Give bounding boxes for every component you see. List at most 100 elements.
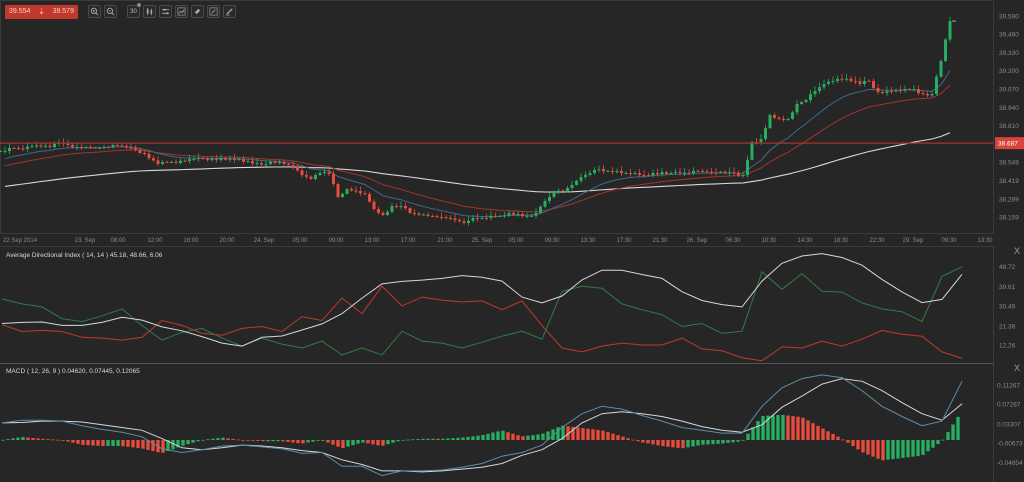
candle-up [791, 112, 794, 119]
candle-up [471, 217, 475, 221]
macd-histogram-bar [271, 440, 275, 442]
candle-down [629, 172, 632, 175]
macd-histogram-bar [61, 440, 65, 441]
candle-up [188, 159, 191, 162]
chart-type-button[interactable] [143, 5, 156, 18]
macd-histogram-bar [421, 438, 425, 440]
price-axis-label: 39.460 [999, 32, 1019, 39]
macd-histogram-bar [371, 440, 375, 445]
candle-up [831, 81, 835, 83]
candle-up [219, 158, 223, 161]
price-axis-label: 39.590 [999, 13, 1019, 20]
candle-up [813, 91, 817, 95]
candle-down [134, 148, 137, 150]
macd-histogram-bar [101, 440, 105, 447]
macd-histogram-bar [451, 438, 455, 440]
macd-histogram-bar [806, 420, 810, 440]
candle-down [417, 213, 421, 215]
candle-down [453, 218, 457, 221]
macd-histogram-bar [891, 440, 895, 460]
candle-up [651, 172, 655, 176]
macd-histogram-bar [251, 440, 255, 441]
candle-up [53, 143, 56, 148]
candle-down [120, 145, 124, 147]
macd-histogram-bar [146, 440, 150, 450]
candle-down [642, 174, 646, 176]
candle-up [795, 104, 799, 113]
candle-up [543, 201, 547, 207]
candle-up [948, 21, 952, 40]
macd-histogram-bar [81, 440, 85, 445]
macd-histogram-bar [711, 440, 715, 445]
line-chart-icon [177, 7, 186, 16]
candle-down [372, 201, 376, 210]
macd-histogram-bar [516, 435, 520, 440]
zoom-in-button[interactable] [88, 5, 101, 18]
macd-histogram-bar [281, 440, 285, 442]
macd-histogram-bar [406, 439, 410, 441]
macd-histogram-bar [931, 440, 935, 448]
macd-histogram-bar [486, 433, 490, 440]
current-price-label: 38.687 [998, 141, 1018, 148]
indicators-button[interactable] [159, 5, 172, 18]
candle-up [588, 172, 592, 175]
macd-histogram-bar [411, 439, 415, 441]
candle-up [102, 147, 106, 149]
macd-histogram-bar [916, 440, 920, 457]
macd-histogram-bar [166, 440, 170, 452]
candle-up [503, 215, 506, 217]
candle-down [242, 159, 245, 162]
macd-title: MACD ( 12, 26, 9 ) 0.04620, 0.07445, 0.1… [6, 368, 140, 375]
time-axis-label: 20:00 [219, 238, 235, 244]
candle-up [624, 172, 628, 174]
adx-close-button[interactable]: X [1013, 246, 1020, 256]
macd-histogram-bar [801, 417, 805, 440]
candle-up [912, 89, 916, 91]
macd-histogram-bar [686, 440, 690, 448]
candle-up [660, 172, 664, 175]
eraser-button[interactable] [191, 5, 204, 18]
macd-histogram-bar [866, 440, 870, 455]
macd-close-button[interactable]: X [1013, 363, 1020, 373]
macd-histogram-bar [751, 427, 755, 440]
candle-up [237, 159, 241, 161]
zoom-out-button[interactable] [104, 5, 117, 18]
candle-down [174, 161, 178, 163]
candle-down [426, 214, 430, 216]
candle-down [881, 92, 884, 94]
pencil-button[interactable] [223, 5, 236, 18]
candle-up [818, 87, 821, 92]
macd-histogram-bar [511, 433, 515, 440]
macd-histogram-bar [76, 440, 80, 444]
candle-up [836, 78, 839, 82]
candle-down [858, 81, 862, 85]
macd-histogram-bar [541, 433, 545, 440]
candle-down [732, 172, 736, 174]
candle-up [30, 146, 34, 148]
candle-down [867, 80, 871, 82]
candle-up [579, 177, 583, 181]
macd-histogram-bar [871, 440, 875, 457]
candle-down [350, 189, 353, 191]
chart-edit-button[interactable] [207, 5, 220, 18]
timeframe-button[interactable]: 30 [127, 3, 141, 18]
macd-histogram-bar [896, 440, 900, 459]
macd-histogram-bar [771, 415, 775, 440]
line-chart-button[interactable] [175, 5, 188, 18]
candle-down [908, 89, 911, 91]
macd-histogram-bar [151, 440, 155, 452]
time-axis-label: 26. Sep [687, 238, 708, 244]
quote-box[interactable]: 39.554 ⇣ 39.579 [5, 4, 78, 19]
candle-down [282, 162, 286, 164]
macd-histogram-bar [746, 433, 750, 440]
macd-histogram-bar [461, 437, 465, 440]
settings-sliders-icon [161, 8, 170, 15]
candle-up [584, 174, 587, 178]
macd-histogram-bar [616, 435, 620, 440]
candle-up [467, 220, 470, 223]
macd-histogram-bar [256, 440, 260, 441]
macd-histogram-bar [441, 438, 445, 440]
time-axis-label: 09:30 [941, 238, 957, 244]
macd-histogram-bar [181, 440, 185, 446]
